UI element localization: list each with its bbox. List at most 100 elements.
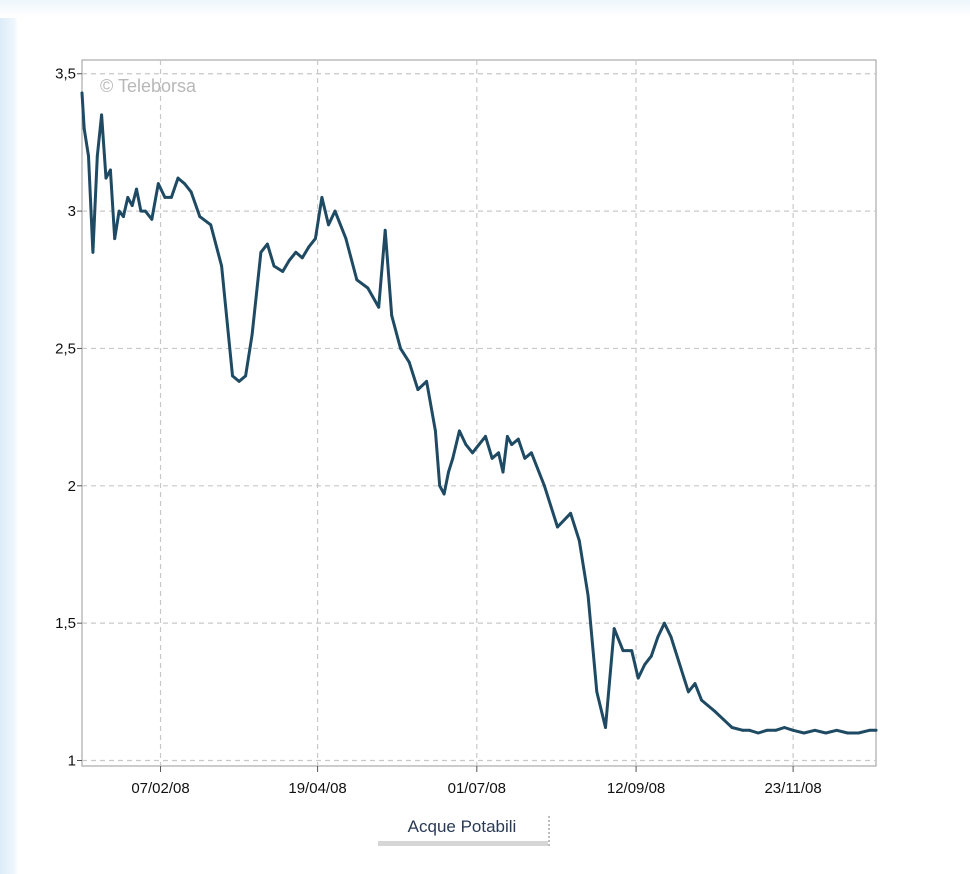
data-point (706, 704, 710, 707)
data-point (109, 168, 112, 172)
data-point (80, 91, 84, 95)
x-tick-label: 19/04/08 (288, 780, 346, 797)
data-point (416, 388, 420, 391)
y-tick-label: 3 (68, 203, 76, 220)
data-point (516, 437, 520, 441)
data-point (237, 380, 241, 383)
data-point (366, 286, 370, 290)
data-point (266, 242, 269, 246)
data-point (748, 728, 751, 732)
data-point (868, 728, 871, 732)
data-point (673, 649, 677, 652)
data-point (577, 539, 581, 543)
data-point (621, 649, 625, 652)
data-point (693, 682, 697, 685)
data-point (438, 484, 442, 488)
data-point (95, 154, 99, 158)
x-axis-ticks: 07/02/08 19/04/08 01/07/08 12/09/08 23/11/08 (131, 766, 822, 797)
data-point (756, 731, 760, 735)
data-point (678, 663, 682, 666)
data-point (458, 429, 461, 433)
data-point (451, 456, 455, 460)
data-point (604, 726, 607, 729)
data-point (477, 443, 481, 446)
data-point (91, 250, 95, 254)
data-point (143, 209, 147, 213)
series-layer (80, 91, 878, 735)
data-point (183, 182, 186, 186)
data-point (730, 726, 734, 729)
y-tick-label: 2 (68, 478, 76, 495)
data-point (355, 278, 359, 282)
data-point (113, 237, 117, 241)
y-tick-label: 1 (68, 753, 76, 770)
data-point (656, 635, 660, 639)
data-point (220, 264, 224, 268)
data-point (407, 360, 411, 364)
data-point (189, 190, 193, 194)
data-point (333, 209, 337, 213)
data-point (824, 731, 828, 735)
data-point (663, 621, 666, 625)
data-point (139, 209, 143, 213)
data-point (294, 250, 298, 254)
data-point (543, 484, 546, 488)
data-point (87, 154, 90, 158)
data-point (209, 223, 213, 227)
x-tick-label: 01/07/08 (448, 780, 506, 797)
data-point (163, 196, 167, 199)
data-point (586, 594, 590, 598)
data-point (300, 256, 304, 260)
data-point (272, 264, 276, 268)
data-point (399, 347, 402, 350)
legend: Acque Potabili (378, 816, 550, 846)
data-point (857, 731, 860, 735)
data-point (126, 196, 130, 199)
data-point (287, 259, 291, 262)
data-point (117, 209, 121, 213)
data-point (669, 635, 673, 639)
data-point (612, 627, 616, 630)
grid-lines (82, 60, 876, 766)
x-tick-label: 07/02/08 (131, 780, 189, 797)
legend-label: Acque Potabili (408, 817, 517, 836)
data-point (135, 187, 138, 191)
data-point (383, 228, 387, 232)
data-point (783, 726, 786, 729)
data-point (259, 250, 263, 254)
data-point (721, 717, 725, 721)
data-point (314, 237, 317, 241)
plot-area (81, 59, 877, 767)
data-point (569, 511, 572, 515)
data-point (490, 456, 494, 460)
data-point (198, 215, 202, 219)
data-point (327, 223, 330, 227)
data-point (643, 663, 647, 666)
data-point (377, 305, 381, 309)
data-point (320, 196, 324, 199)
data-point (741, 728, 745, 732)
data-point (307, 245, 311, 249)
x-tick-label: 23/11/08 (764, 780, 821, 797)
data-point (130, 204, 134, 208)
data-point (765, 728, 769, 732)
data-point (506, 435, 509, 438)
data-point (687, 690, 690, 694)
data-point (170, 196, 173, 199)
data-point (636, 676, 640, 680)
x-tick-label: 12/09/08 (607, 780, 665, 797)
data-point (813, 728, 817, 732)
data-point (713, 709, 716, 713)
data-point (582, 566, 586, 570)
data-point (802, 731, 806, 735)
data-point (82, 127, 86, 131)
data-point (835, 728, 839, 732)
data-point (700, 698, 703, 702)
data-point (100, 113, 103, 117)
data-point (104, 176, 108, 180)
y-axis-ticks: 1 1,5 2 2,5 3 3,5 (55, 66, 82, 770)
data-point (874, 728, 878, 732)
data-point (434, 429, 437, 433)
data-point (471, 451, 474, 455)
